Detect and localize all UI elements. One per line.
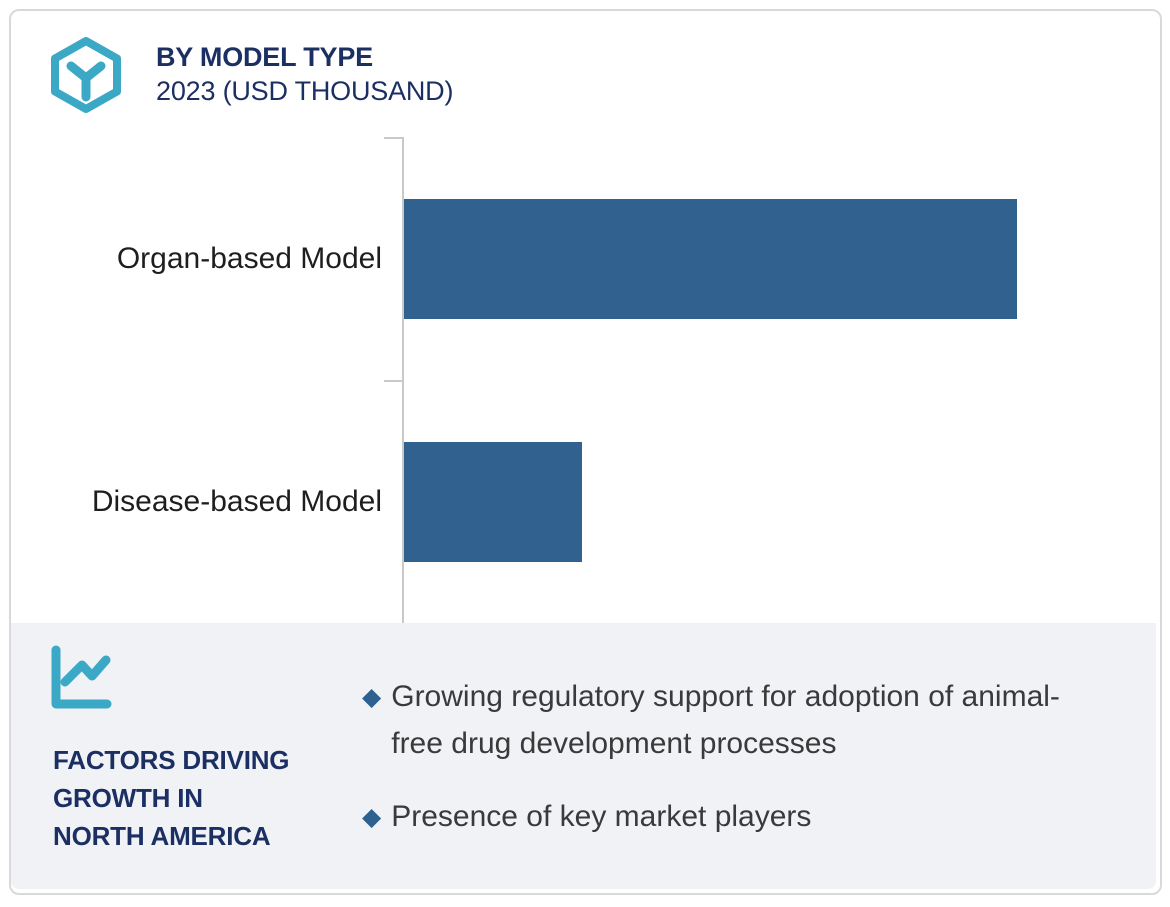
axis-tick-mark xyxy=(384,137,402,139)
factors-heading-line: FACTORS DRIVING xyxy=(53,745,290,775)
infographic-card: BY MODEL TYPE 2023 (USD THOUSAND) Organ-… xyxy=(9,9,1162,895)
chart-subtitle: 2023 (USD THOUSAND) xyxy=(156,76,454,106)
factor-bullet-item: ◆ Presence of key market players xyxy=(362,793,1082,840)
factors-heading: FACTORS DRIVING GROWTH IN NORTH AMERICA xyxy=(53,741,290,855)
factors-panel: FACTORS DRIVING GROWTH IN NORTH AMERICA ◆ G… xyxy=(11,623,1156,889)
factor-bullet-item: ◆ Growing regulatory support for adoption… xyxy=(362,673,1082,767)
axis-tick-mark xyxy=(384,380,402,382)
category-axis-line xyxy=(402,137,404,625)
factors-heading-line: GROWTH IN xyxy=(53,783,203,813)
diamond-bullet-icon: ◆ xyxy=(362,802,382,831)
category-label: Disease-based Model xyxy=(91,484,382,518)
factor-bullet-text: Growing regulatory support for adoption … xyxy=(391,680,1060,760)
bar-disease-based-model xyxy=(404,441,582,562)
diamond-bullet-icon: ◆ xyxy=(362,682,382,711)
factors-bullet-list: ◆ Growing regulatory support for adoption… xyxy=(362,673,1082,866)
bar-organ-based-model xyxy=(404,198,1017,319)
bar-chart: Organ-based Model Disease-based Model xyxy=(11,11,1160,628)
chart-title: BY MODEL TYPE xyxy=(156,42,373,72)
line-chart-icon xyxy=(51,645,112,709)
hexagon-molecule-icon xyxy=(51,37,121,113)
factors-heading-line: NORTH AMERICA xyxy=(53,821,271,851)
category-label: Organ-based Model xyxy=(116,241,382,275)
factor-bullet-text: Presence of key market players xyxy=(391,800,812,833)
chart-header: BY MODEL TYPE 2023 (USD THOUSAND) xyxy=(156,40,453,108)
